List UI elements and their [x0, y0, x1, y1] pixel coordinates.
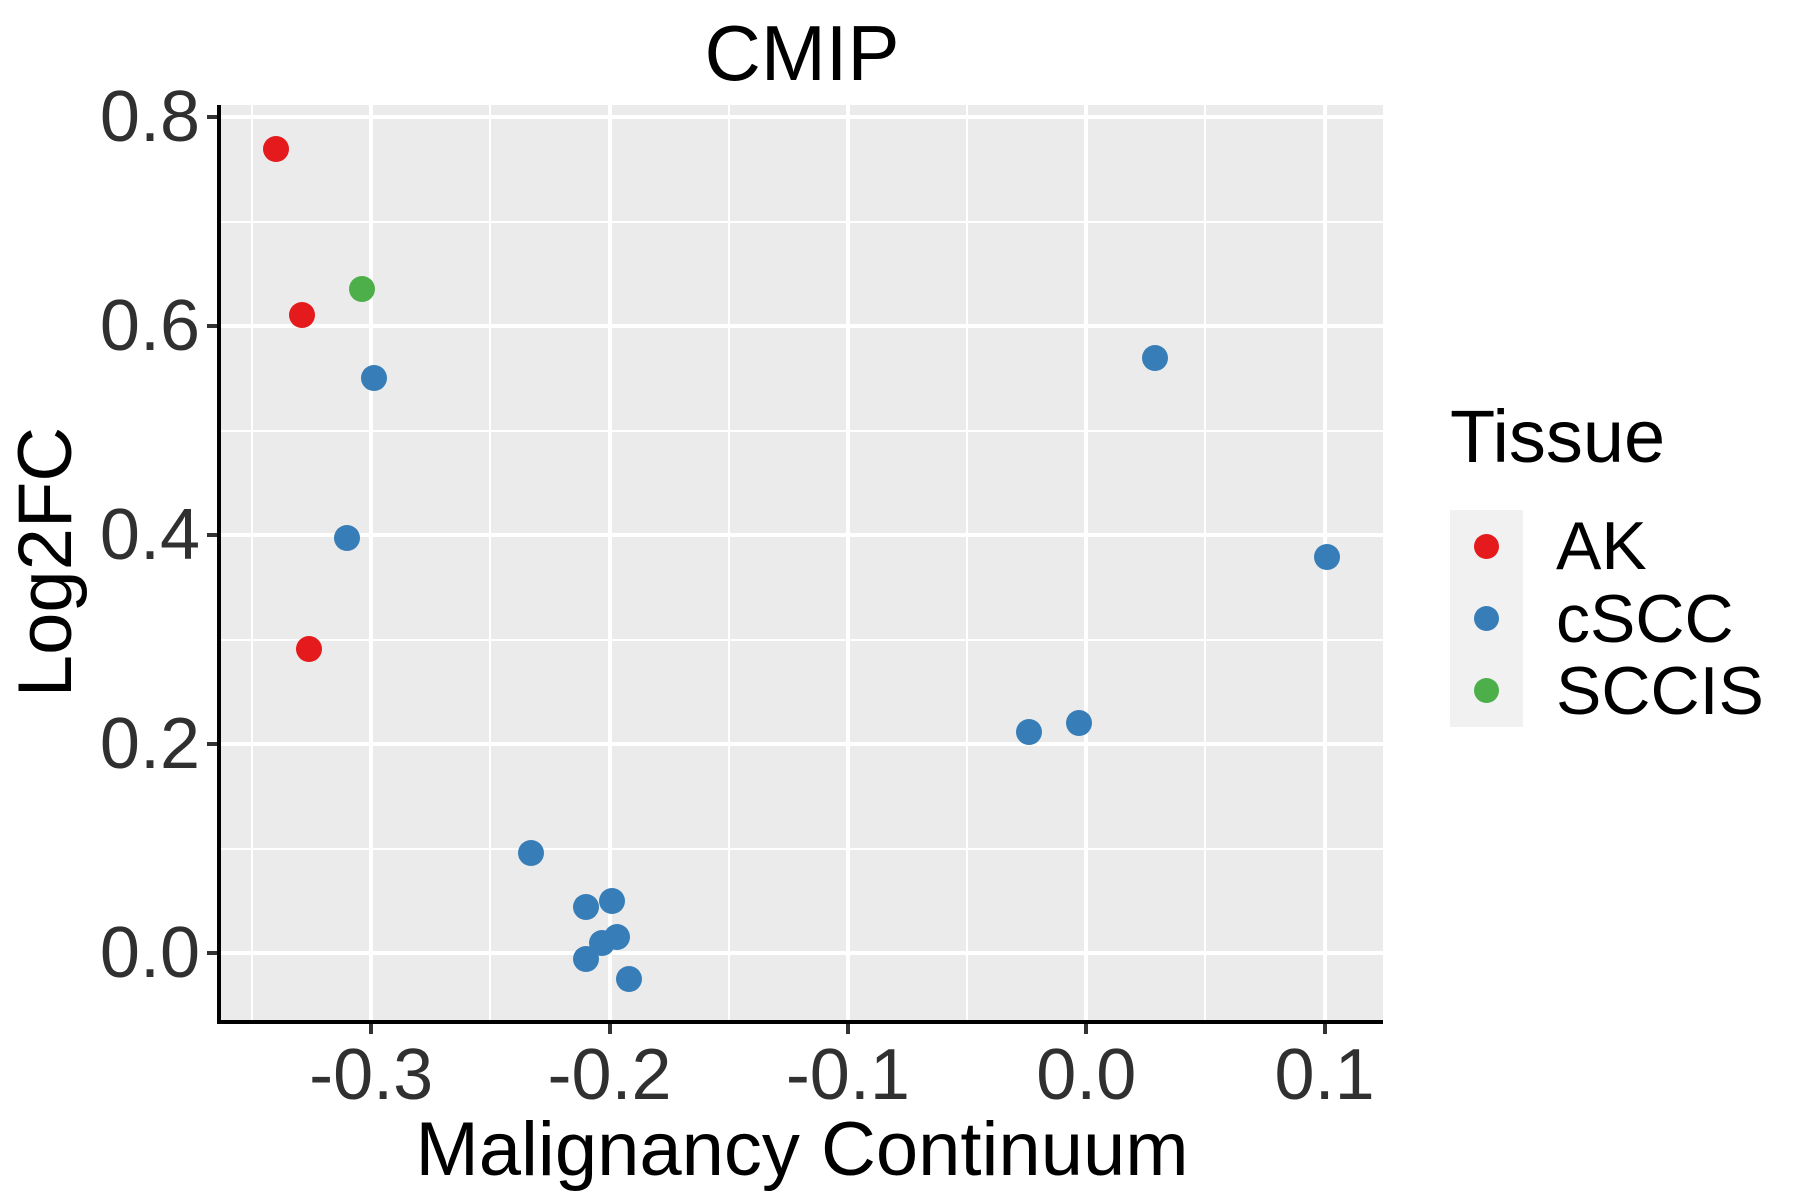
- minor-gridline-y: [221, 847, 1383, 850]
- minor-gridline-y: [221, 220, 1383, 223]
- legend-item-label: cSCC: [1556, 580, 1734, 657]
- legend-key-box: [1450, 582, 1523, 655]
- data-point-cSCC: [603, 924, 630, 951]
- minor-gridline-x: [727, 105, 730, 1020]
- major-gridline-x: [1084, 105, 1089, 1020]
- data-point-AK: [296, 635, 323, 662]
- x-tick-label: -0.1: [785, 1035, 910, 1115]
- minor-gridline-x: [250, 105, 253, 1020]
- y-tick-label: 0.2: [99, 704, 200, 785]
- y-axis-tick: [207, 533, 217, 538]
- legend-key-box: [1450, 510, 1523, 583]
- legend-item-SCCIS: SCCIS: [1450, 652, 1764, 729]
- x-axis-tick: [1084, 1024, 1089, 1034]
- legend-item-cSCC: cSCC: [1450, 580, 1764, 657]
- plot-panel: [217, 105, 1383, 1024]
- data-point-cSCC: [615, 966, 642, 993]
- legend-keys: AK cSCC SCCIS: [1450, 508, 1764, 729]
- major-gridline-x: [369, 105, 374, 1020]
- major-gridline-x: [607, 105, 612, 1020]
- data-point-cSCC: [572, 894, 599, 921]
- data-point-cSCC: [572, 946, 599, 973]
- data-point-cSCC: [334, 525, 361, 552]
- legend-dot-AK: [1474, 533, 1499, 559]
- data-point-AK: [262, 136, 289, 163]
- data-point-AK: [289, 301, 316, 328]
- x-tick-label: -0.3: [309, 1035, 434, 1115]
- minor-gridline-x: [1204, 105, 1207, 1020]
- x-axis-tick: [845, 1024, 850, 1034]
- legend-key-box: [1450, 654, 1523, 728]
- minor-gridline-x: [489, 105, 492, 1020]
- legend-dot-SCCIS: [1474, 678, 1499, 704]
- y-tick-label: 0.4: [99, 495, 200, 576]
- data-point-cSCC: [1066, 710, 1093, 737]
- minor-gridline-x: [966, 105, 969, 1020]
- x-axis-title: Malignancy Continuum: [415, 1107, 1189, 1192]
- y-axis-tick: [207, 742, 217, 747]
- x-tick-label: 0.1: [1274, 1035, 1375, 1115]
- major-gridline-y: [221, 115, 1383, 120]
- y-tick-label: 0.8: [99, 77, 200, 158]
- y-axis-tick: [207, 324, 217, 329]
- data-point-cSCC: [360, 365, 387, 392]
- x-axis-tick: [1322, 1024, 1327, 1034]
- y-axis-tick: [207, 115, 217, 120]
- data-point-cSCC: [1142, 345, 1169, 372]
- major-gridline-y: [221, 324, 1383, 329]
- legend-item-label: SCCIS: [1556, 652, 1764, 729]
- x-tick-label: 0.0: [1036, 1035, 1137, 1115]
- legend-item-label: AK: [1556, 508, 1647, 585]
- data-point-cSCC: [598, 887, 625, 914]
- y-tick-label: 0.6: [99, 286, 200, 367]
- minor-gridline-y: [221, 638, 1383, 641]
- y-tick-label: 0.0: [99, 913, 200, 994]
- data-point-SCCIS: [348, 276, 375, 303]
- data-point-cSCC: [1313, 544, 1340, 570]
- minor-gridline-y: [221, 429, 1383, 432]
- legend-title: Tissue: [1450, 395, 1666, 478]
- x-axis-tick: [607, 1024, 612, 1034]
- legend: Tissue AK cSCC SCCIS: [1450, 395, 1764, 729]
- major-gridline-y: [221, 951, 1383, 956]
- major-gridline-x: [845, 105, 850, 1020]
- major-gridline-y: [221, 742, 1383, 747]
- legend-dot-cSCC: [1474, 606, 1499, 632]
- data-point-cSCC: [1016, 718, 1043, 745]
- legend-item-AK: AK: [1450, 508, 1764, 585]
- data-point-cSCC: [517, 839, 544, 866]
- x-axis-tick: [369, 1024, 374, 1034]
- x-tick-label: -0.2: [547, 1035, 672, 1115]
- major-gridline-y: [221, 533, 1383, 538]
- y-axis-tick: [207, 951, 217, 956]
- plot-title: CMIP: [704, 9, 900, 97]
